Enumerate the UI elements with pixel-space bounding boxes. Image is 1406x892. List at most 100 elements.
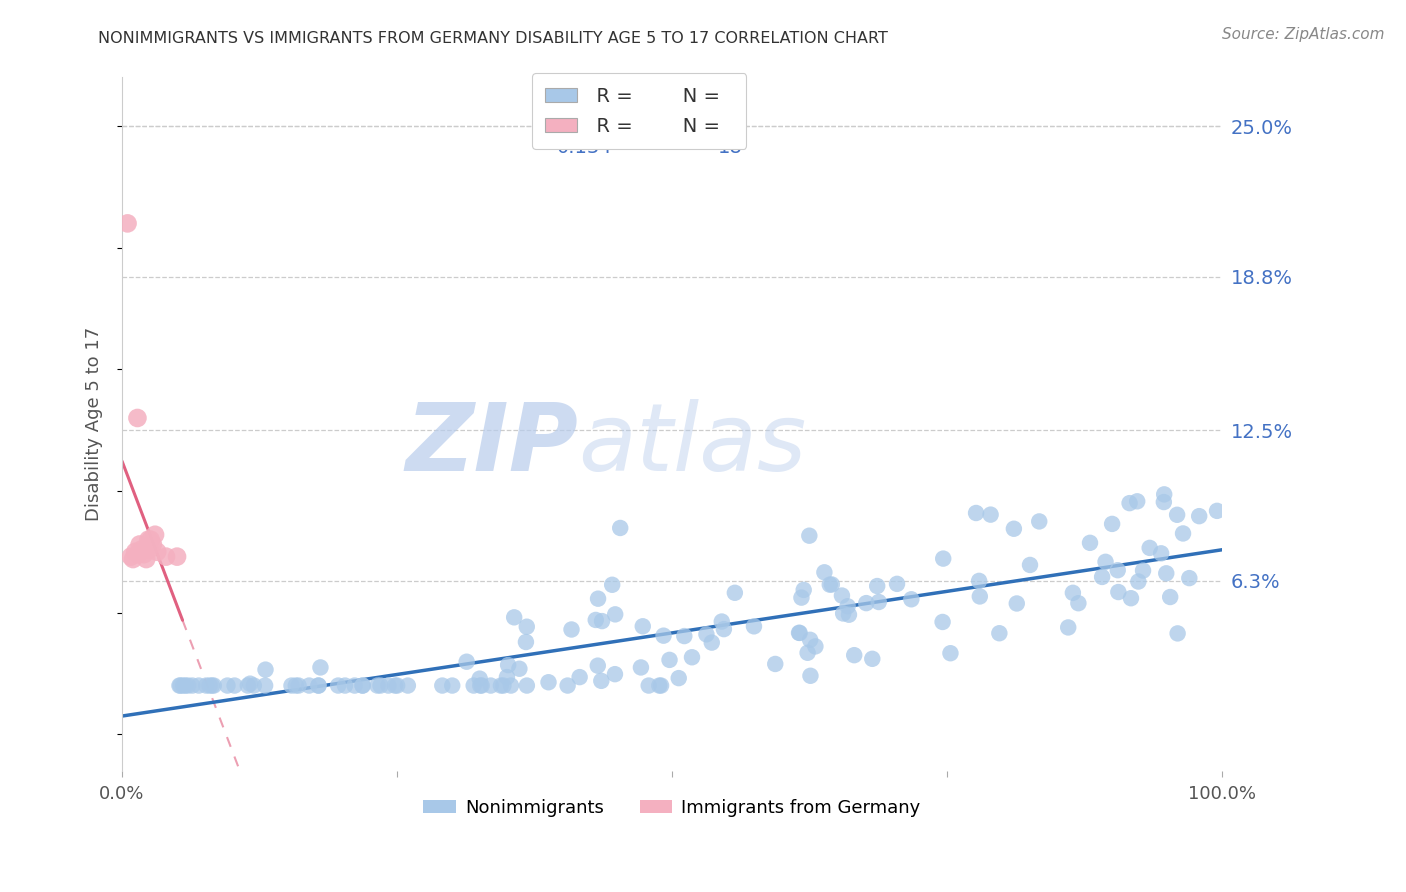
Point xyxy=(799,529,821,543)
Point xyxy=(1094,555,1116,569)
Point xyxy=(969,590,991,604)
Point xyxy=(557,679,579,693)
Point xyxy=(195,679,218,693)
Point xyxy=(821,577,844,591)
Point xyxy=(441,679,464,693)
Point xyxy=(658,653,681,667)
Point xyxy=(1153,487,1175,501)
Point xyxy=(813,566,835,580)
Point xyxy=(832,607,855,621)
Point xyxy=(139,533,162,547)
Point xyxy=(516,620,538,634)
Point xyxy=(1062,586,1084,600)
Point xyxy=(605,607,627,622)
Point xyxy=(298,679,321,693)
Point xyxy=(600,578,623,592)
Point xyxy=(793,582,815,597)
Point xyxy=(128,537,150,551)
Point xyxy=(470,679,492,693)
Point xyxy=(333,679,356,693)
Point xyxy=(1067,596,1090,610)
Point xyxy=(492,679,515,693)
Point xyxy=(799,632,821,647)
Point xyxy=(187,679,209,693)
Point xyxy=(1167,626,1189,640)
Point xyxy=(631,619,654,633)
Point xyxy=(284,679,307,693)
Point xyxy=(1126,494,1149,508)
Point xyxy=(128,547,150,561)
Point xyxy=(138,542,160,557)
Point xyxy=(308,679,330,693)
Point xyxy=(591,614,613,628)
Point xyxy=(650,679,672,693)
Point xyxy=(855,596,877,610)
Point xyxy=(1107,563,1129,577)
Point xyxy=(837,599,859,614)
Point xyxy=(585,613,607,627)
Point xyxy=(1057,620,1080,634)
Point xyxy=(724,586,747,600)
Point xyxy=(172,679,194,693)
Point xyxy=(586,658,609,673)
Point xyxy=(965,506,987,520)
Point xyxy=(681,650,703,665)
Point xyxy=(931,615,953,629)
Point xyxy=(1178,571,1201,585)
Point xyxy=(1078,536,1101,550)
Point xyxy=(1107,585,1129,599)
Point xyxy=(135,552,157,566)
Point xyxy=(155,549,177,564)
Point xyxy=(377,679,399,693)
Y-axis label: Disability Age 5 to 17: Disability Age 5 to 17 xyxy=(86,327,103,521)
Point xyxy=(1150,546,1173,560)
Point xyxy=(309,660,332,674)
Point xyxy=(866,579,889,593)
Point xyxy=(1028,515,1050,529)
Point xyxy=(174,679,197,693)
Legend: Nonimmigrants, Immigrants from Germany: Nonimmigrants, Immigrants from Germany xyxy=(416,791,928,824)
Point xyxy=(396,679,419,693)
Point xyxy=(796,646,818,660)
Point xyxy=(169,679,191,693)
Point xyxy=(124,545,146,559)
Point xyxy=(1159,590,1181,604)
Point xyxy=(489,679,512,693)
Point xyxy=(713,622,735,636)
Text: 0.134: 0.134 xyxy=(557,137,612,157)
Point xyxy=(967,574,990,588)
Point xyxy=(560,623,582,637)
Point xyxy=(900,592,922,607)
Point xyxy=(217,679,239,693)
Point xyxy=(630,660,652,674)
Point xyxy=(202,679,225,693)
Point xyxy=(609,521,631,535)
Point xyxy=(456,655,478,669)
Point xyxy=(831,589,853,603)
Point xyxy=(1019,558,1042,572)
Point xyxy=(370,679,392,693)
Point xyxy=(239,676,262,690)
Point xyxy=(939,646,962,660)
Point xyxy=(804,640,827,654)
Point xyxy=(508,662,530,676)
Point xyxy=(818,577,841,591)
Point xyxy=(838,607,860,622)
Point xyxy=(243,679,266,693)
Point xyxy=(138,533,160,547)
Point xyxy=(980,508,1002,522)
Point xyxy=(787,625,810,640)
Text: 145: 145 xyxy=(704,105,742,124)
Point xyxy=(637,679,659,693)
Point xyxy=(131,542,153,557)
Point xyxy=(143,527,166,541)
Point xyxy=(652,629,675,643)
Point xyxy=(586,591,609,606)
Point xyxy=(146,545,169,559)
Point xyxy=(700,635,723,649)
Point xyxy=(352,679,374,693)
Point xyxy=(886,577,908,591)
Point xyxy=(503,610,526,624)
Point xyxy=(799,669,821,683)
Point xyxy=(169,679,191,693)
